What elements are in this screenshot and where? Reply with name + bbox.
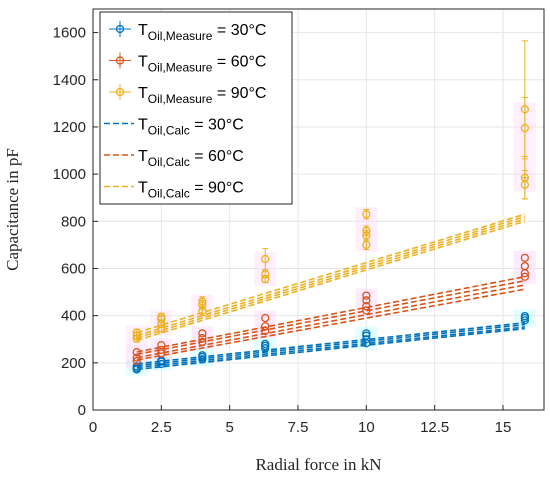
data-point (132, 328, 141, 337)
data-point (132, 353, 141, 362)
data-point (261, 254, 270, 264)
legend-label: TOil,Measure = 90°C (138, 85, 266, 106)
data-point (198, 351, 207, 360)
data-point (198, 355, 207, 364)
data-point (362, 296, 371, 305)
y-tick-label: 1000 (53, 166, 86, 183)
cluster-shading (513, 309, 536, 328)
y-tick-label: 800 (61, 213, 86, 230)
data-point (132, 348, 141, 357)
legend-marker (115, 24, 125, 34)
data-point (157, 349, 166, 358)
legend-label: TOil,Measure = 30°C (138, 22, 266, 43)
y-tick-label: 1600 (53, 25, 86, 42)
data-point (132, 362, 141, 371)
data-point (198, 297, 207, 306)
calc-line (136, 220, 526, 342)
data-point (520, 105, 530, 114)
x-tick-label: 12.5 (420, 419, 449, 436)
calc-lines (136, 213, 526, 371)
y-tick-label: 200 (61, 355, 86, 372)
data-point (520, 316, 530, 325)
legend-label: TOil,Calc = 30°C (138, 117, 244, 138)
x-tick-label: 15 (495, 419, 512, 436)
legend: TOil,Measure = 30°C TOil,Measure = 60°C TO… (99, 11, 293, 205)
x-tick-label: 0 (89, 419, 97, 436)
data-point (261, 339, 270, 349)
ticks: 0 2.5 5 7.5 10 12.5 15 0 200 400 600 800 1000 1200 140… (53, 25, 512, 436)
legend-label: TOil,Calc = 60°C (138, 148, 244, 169)
data-point (362, 331, 371, 340)
data-point (261, 313, 270, 323)
calc-line (136, 218, 526, 339)
data-point (261, 270, 270, 279)
data-point (362, 226, 371, 235)
data-point (132, 356, 141, 366)
cluster-shading (513, 250, 536, 284)
data-point (157, 340, 166, 350)
data-point (261, 344, 270, 353)
data-point (362, 329, 371, 338)
axes-frame (92, 8, 545, 411)
calc-line (136, 321, 525, 365)
data-point (157, 345, 166, 355)
y-tick-label: 1200 (53, 119, 86, 136)
data-point (520, 253, 530, 263)
cluster-shading (254, 311, 277, 338)
data-point (362, 240, 371, 250)
x-tick-label: 10 (358, 419, 375, 436)
data-point (362, 291, 371, 300)
data-point (520, 311, 530, 321)
data-point (198, 337, 207, 347)
y-tick-label: 1400 (53, 72, 86, 89)
y-tick-label: 400 (61, 308, 86, 325)
legend-label: TOil,Measure = 60°C (138, 54, 266, 75)
calc-line (136, 275, 526, 353)
calc-line (136, 213, 526, 334)
legend-box (99, 11, 293, 205)
data-point (198, 333, 207, 343)
data-point (157, 359, 166, 369)
y-tick-label: 600 (61, 260, 86, 277)
data-point (198, 329, 207, 338)
cluster-shading (254, 336, 277, 356)
data-point (157, 312, 166, 321)
data-point (261, 322, 270, 331)
cluster-shading (191, 326, 214, 350)
data-point (362, 335, 371, 344)
legend-marker (115, 56, 125, 65)
x-tick-label: 2.5 (151, 419, 172, 436)
calc-line (136, 288, 526, 361)
x-axis-title: Radial force in kN (255, 455, 381, 474)
data-point (362, 306, 371, 315)
x-tick-label: 5 (225, 419, 233, 436)
legend-label: TOil,Calc = 90°C (138, 180, 244, 201)
data-point (362, 302, 371, 311)
data-point (520, 272, 530, 281)
y-axis-title: Capacitance in pF (3, 148, 22, 271)
data-point (362, 210, 371, 219)
y-tick-label: 0 (78, 402, 86, 419)
x-tick-label: 7.5 (288, 419, 309, 436)
measured-points (132, 40, 530, 374)
data-point (520, 261, 530, 271)
data-point (261, 326, 270, 336)
legend-marker (115, 87, 125, 97)
